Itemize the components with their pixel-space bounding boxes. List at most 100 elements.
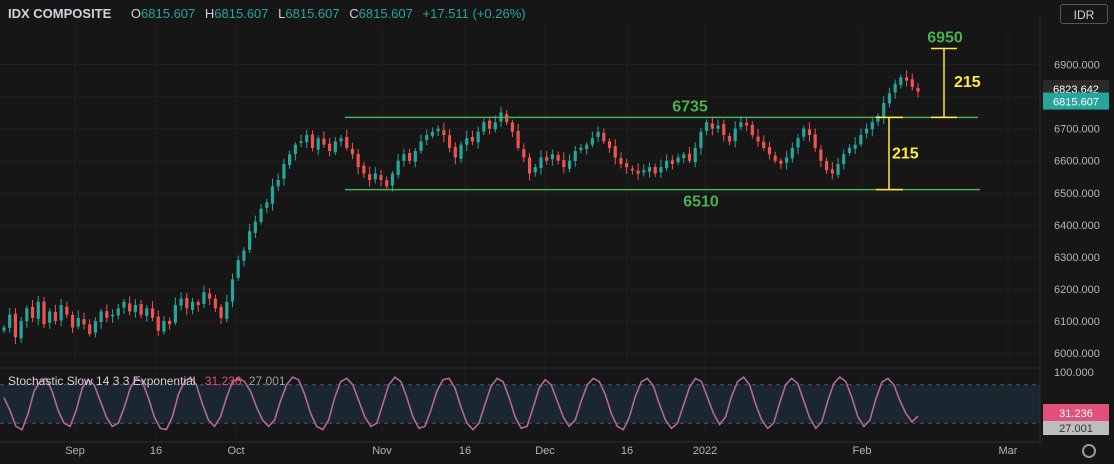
candle-body — [105, 311, 109, 318]
candle-body — [42, 301, 46, 325]
candle-body — [670, 160, 674, 164]
currency-button[interactable]: IDR — [1060, 4, 1108, 24]
candle-body — [802, 128, 806, 137]
stochastic-panel — [0, 375, 1040, 431]
x-tick-label: Sep — [65, 445, 85, 457]
x-tick-label: Oct — [227, 445, 244, 457]
candle-body — [625, 163, 629, 168]
candle-body — [442, 130, 446, 136]
candle-body — [539, 157, 543, 169]
settings-gear-icon[interactable] — [1082, 444, 1096, 458]
candle-body — [733, 128, 737, 142]
price-axis-background — [1040, 0, 1114, 464]
indicator-legend[interactable]: Stochastic Slow 14 3 3 Exponential 31.23… — [8, 374, 286, 388]
x-tick-label: Feb — [853, 445, 872, 457]
candle-body — [785, 157, 789, 163]
candle-body — [710, 123, 714, 129]
candle-body — [208, 293, 212, 299]
candle-body — [447, 135, 452, 148]
candle-body — [70, 315, 75, 328]
candle-body — [864, 128, 869, 134]
candle-body — [619, 158, 623, 164]
candle-body — [36, 301, 40, 319]
candle-body — [230, 279, 235, 302]
candle-body — [773, 155, 777, 161]
candle-body — [762, 141, 766, 148]
high-label: H — [204, 6, 215, 21]
candle-body — [328, 143, 332, 152]
stoch-d-label: 27.001 — [1059, 423, 1093, 435]
candle-body — [116, 308, 120, 316]
candle-body — [99, 311, 103, 323]
candle-body — [807, 129, 812, 136]
candle-body — [716, 125, 720, 129]
candle-body — [573, 151, 577, 162]
stoch-k-tag — [1043, 404, 1109, 422]
candle-body — [282, 163, 286, 179]
level-label-6950: 6950 — [927, 29, 963, 46]
candle-body — [676, 157, 680, 163]
candle-body — [836, 163, 840, 175]
candle-body — [825, 161, 829, 171]
stoch-y-tick: 100.000 — [1054, 367, 1094, 379]
candle-body — [470, 136, 475, 142]
candle-body — [545, 157, 549, 161]
open-label: O — [130, 6, 142, 21]
high-value: 6815.607 — [214, 6, 269, 21]
stoch-d-tag — [1043, 421, 1109, 436]
candle-body — [419, 141, 423, 151]
candle-body — [396, 160, 400, 175]
symbol-name: IDX COMPOSITE — [8, 6, 112, 21]
candle-body — [339, 138, 343, 142]
candle-body — [202, 292, 206, 305]
candle-body — [585, 144, 589, 150]
candle-body — [356, 153, 360, 168]
candle-body — [333, 141, 337, 153]
x-tick-label: 16 — [621, 445, 633, 457]
candle-body — [196, 302, 200, 306]
candle-body — [436, 128, 440, 132]
candle-body — [893, 83, 897, 93]
candle-body — [30, 306, 35, 318]
candle-body — [133, 305, 137, 312]
candle-body — [407, 153, 412, 161]
candle-body — [505, 114, 509, 123]
candle-body — [145, 308, 149, 316]
candle-body — [316, 138, 320, 150]
candle-body — [916, 87, 920, 92]
candle-body — [653, 167, 657, 174]
candle-body — [430, 131, 435, 136]
candle-body — [288, 154, 292, 165]
candle-body — [522, 149, 526, 158]
candle-body — [25, 308, 29, 322]
candle-body — [636, 170, 640, 174]
measure-label: 215 — [954, 74, 981, 91]
y-tick-label: 6900.000 — [1054, 59, 1100, 71]
y-tick-label: 6300.000 — [1054, 252, 1100, 264]
candle-body — [379, 175, 383, 180]
candle-body — [482, 122, 486, 132]
candle-body — [2, 327, 6, 331]
candle-body — [362, 165, 366, 174]
candle-body — [242, 250, 246, 261]
candle-body — [750, 124, 754, 136]
candle-body — [476, 131, 480, 143]
y-tick-label: 6500.000 — [1054, 188, 1100, 200]
candle-body — [13, 313, 18, 338]
candle-body — [345, 136, 349, 148]
candle-body — [510, 122, 515, 132]
candle-body — [82, 319, 86, 325]
candle-body — [642, 170, 646, 173]
candle-body — [150, 308, 155, 318]
candle-body — [887, 93, 892, 104]
candle-body — [368, 174, 372, 180]
candle-body — [579, 147, 583, 151]
candle-body — [590, 138, 594, 145]
candle-body — [722, 124, 726, 136]
candle-body — [870, 122, 874, 130]
candle-body — [487, 120, 492, 129]
y-tick-label: 6000.000 — [1054, 348, 1100, 360]
candle-body — [727, 136, 732, 142]
x-tick-label: Dec — [535, 445, 555, 457]
